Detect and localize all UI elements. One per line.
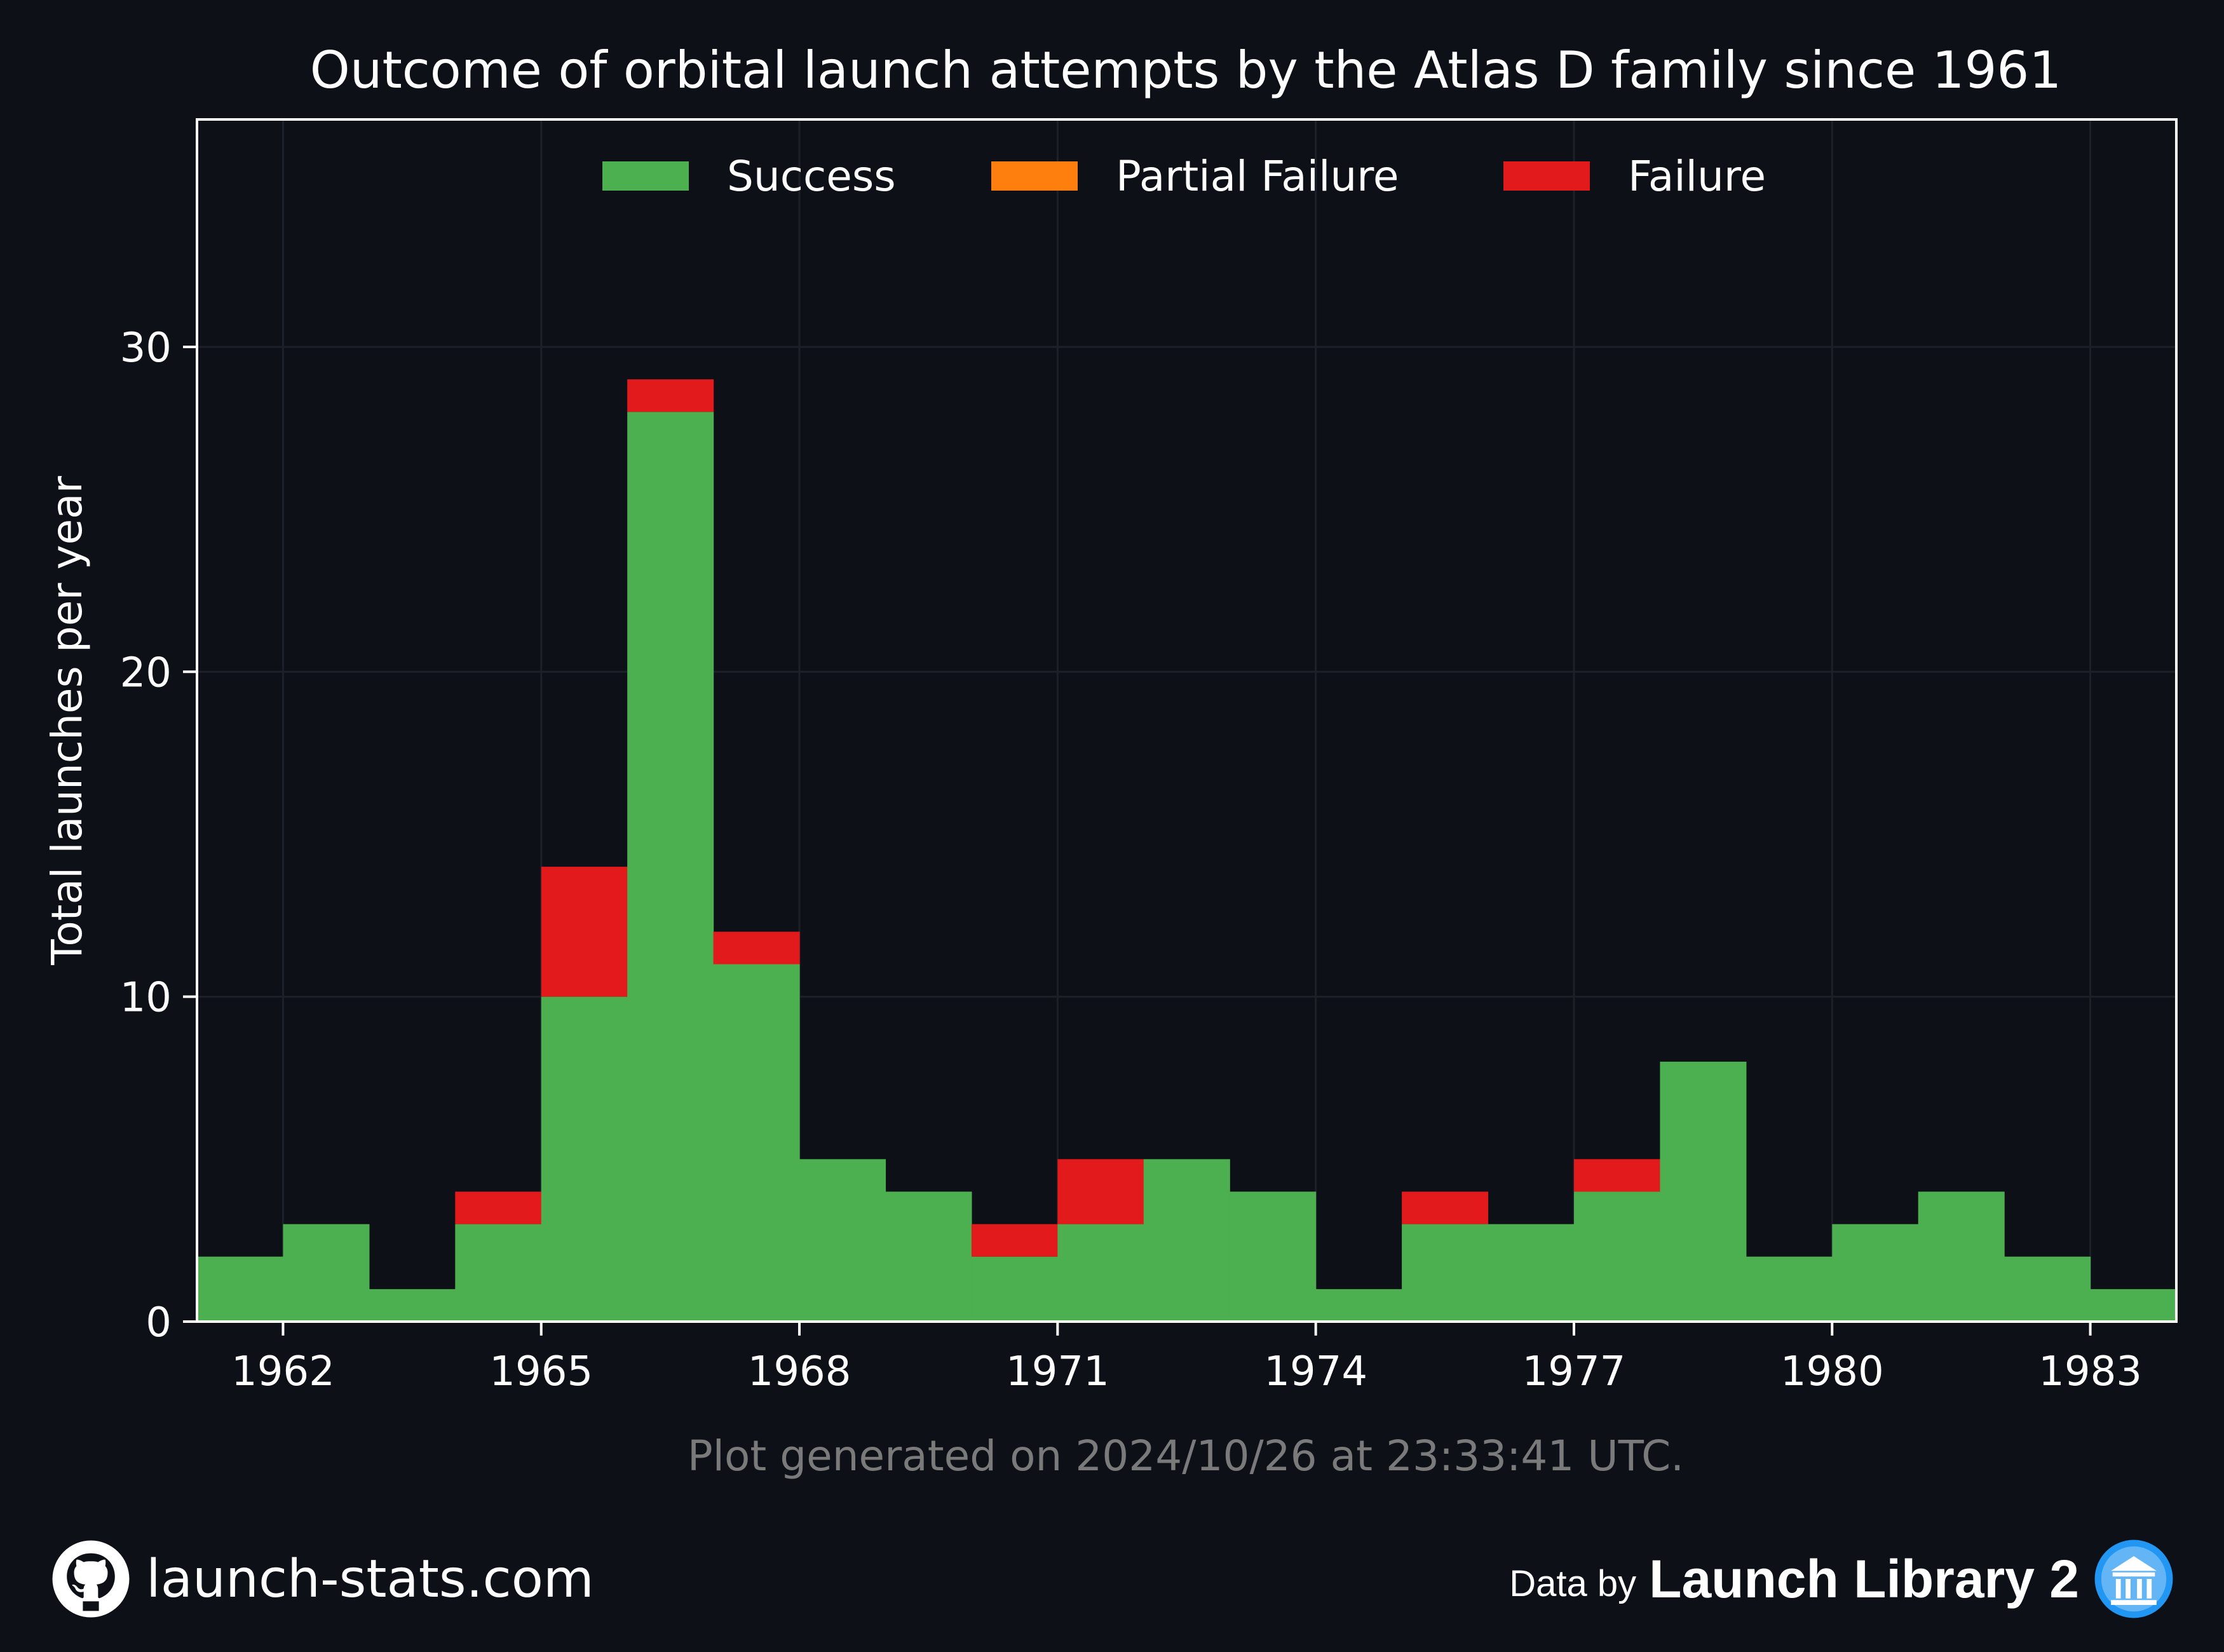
bar-failure-1970 [971,1224,1058,1257]
x-axis: 1962 1965 1968 1971 1974 1977 1980 1983 [231,1322,2142,1395]
bar-failure-1971 [1057,1159,1144,1224]
bar-success-1979 [1746,1256,1833,1322]
bar-success-1965 [541,996,628,1322]
bar-success-1975 [1402,1224,1489,1322]
y-axis: 0 10 20 30 [120,325,197,1346]
legend-swatch [991,161,1078,191]
bar-success-1978 [1660,1061,1747,1322]
bar-success-1971 [1057,1224,1144,1322]
legend-label: Partial Failure [1116,152,1399,201]
bar-failure-1975 [1402,1191,1489,1224]
y-tick-label: 20 [120,649,172,696]
library-logo-icon [2094,1540,2173,1618]
bar-success-1968 [799,1159,886,1322]
chart-title: Outcome of orbital launch attempts by th… [310,41,2061,100]
legend-label: Failure [1628,152,1766,201]
bar-success-1967 [713,964,800,1322]
legend-swatch [602,161,689,191]
bar-success-1963 [369,1289,456,1322]
bar-success-1966 [627,412,714,1322]
x-tick-label: 1983 [2038,1348,2142,1395]
y-tick-label: 30 [120,325,172,372]
x-tick-label: 1968 [748,1348,851,1395]
grid-lines [197,119,2176,1323]
y-tick-label: 0 [146,1299,172,1346]
bar-success-1977 [1573,1191,1660,1322]
x-tick-label: 1980 [1780,1348,1884,1395]
generated-note: Plot generated on 2024/10/26 at 23:33:41… [688,1432,1684,1480]
bar-success-1980 [1832,1224,1919,1322]
site-link[interactable]: launch-stats.com [146,1548,594,1609]
bar-success-1973 [1230,1191,1317,1322]
bar-success-1972 [1143,1159,1230,1322]
footer-site[interactable]: launch-stats.com [51,1538,594,1620]
x-tick-label: 1974 [1264,1348,1367,1395]
bar-success-1970 [971,1256,1058,1322]
bar-success-1976 [1488,1224,1575,1322]
x-tick-label: 1971 [1006,1348,1109,1395]
bar-failure-1966 [627,379,714,412]
bar-failure-1965 [541,867,628,997]
y-axis-label: Total launches per year [43,475,92,965]
bar-success-1962 [283,1224,370,1322]
y-tick-label: 10 [120,975,172,1022]
bar-success-1969 [885,1191,972,1322]
bar-success-1961 [197,1256,284,1322]
bar-failure-1977 [1573,1159,1660,1192]
github-icon [52,1540,130,1618]
bar-success-1982 [2004,1256,2091,1322]
bar-success-1983 [2090,1289,2177,1322]
x-tick-label: 1965 [489,1348,593,1395]
bar-success-1981 [1918,1191,2005,1322]
bar-failure-1964 [455,1191,542,1224]
bar-success-1964 [455,1224,542,1322]
plot-frame [196,118,2178,1323]
launch-library-label: Launch Library 2 [1649,1548,2079,1609]
legend-swatch [1503,161,1590,191]
x-tick-label: 1962 [231,1348,335,1395]
data-by-label: Data by [1509,1562,1637,1604]
x-tick-label: 1977 [1522,1348,1626,1395]
footer-data-credit: Data by Launch Library 2 [1509,1538,2174,1620]
bars [197,379,2177,1322]
bar-failure-1967 [713,931,800,965]
bar-success-1974 [1315,1289,1402,1322]
legend: Success Partial Failure Failure [602,152,1766,201]
legend-label: Success [727,152,896,201]
